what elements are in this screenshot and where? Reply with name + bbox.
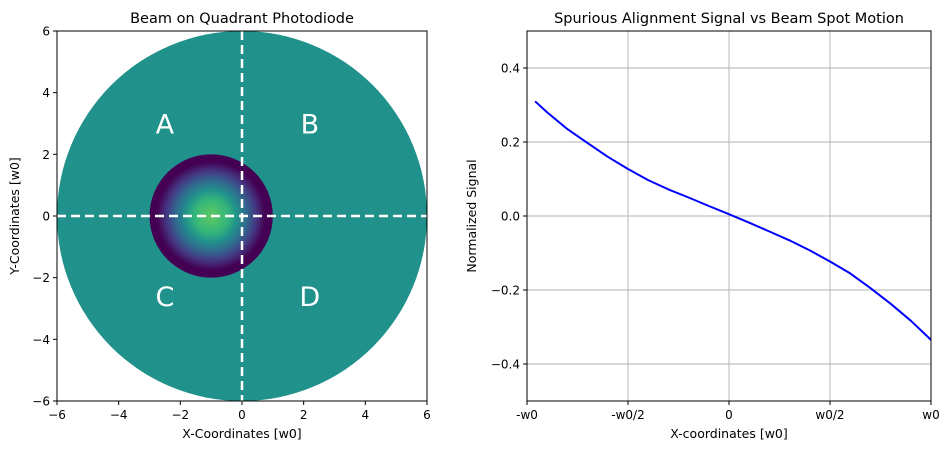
right-y-tick-label: 0.0 [501, 210, 520, 224]
left-x-axis-label: X-Coordinates [w0] [182, 426, 301, 441]
right-x-tick-label: w0 [922, 408, 939, 422]
quadrant-photodiode-plot: Beam on Quadrant Photodiode A B C D −6 −4… [7, 11, 431, 441]
left-x-tick-label: 4 [362, 408, 370, 422]
left-x-tick-label: −2 [171, 408, 189, 422]
left-chart-title: Beam on Quadrant Photodiode [130, 11, 354, 27]
right-x-tick-label: 0 [725, 408, 733, 422]
left-y-tick-label: −4 [32, 333, 50, 347]
right-y-axis-label: Normalized Signal [464, 159, 479, 272]
right-x-ticks: -w0 -w0/2 0 w0/2 w0 [516, 401, 940, 422]
alignment-signal-plot: Spurious Alignment Signal vs Beam Spot M… [464, 11, 940, 441]
left-y-axis-label: Y-Coordinates [w0] [7, 157, 22, 276]
left-y-tick-label: 0 [42, 210, 50, 224]
right-x-tick-label: -w0/2 [611, 408, 644, 422]
left-y-tick-label: 4 [42, 86, 50, 100]
quadrant-label-b: B [301, 110, 320, 141]
left-x-tick-label: 0 [238, 408, 246, 422]
right-y-tick-label: 0.2 [501, 136, 520, 150]
left-y-tick-label: −2 [32, 271, 50, 285]
right-y-tick-label: −0.2 [491, 284, 520, 298]
left-y-tick-label: 6 [42, 25, 50, 39]
left-x-tick-label: 2 [300, 408, 308, 422]
right-x-axis-label: X-coordinates [w0] [670, 426, 788, 441]
left-y-ticks: −6 −4 −2 0 2 4 6 [32, 25, 57, 409]
right-x-tick-label: -w0 [516, 408, 538, 422]
right-y-tick-label: −0.4 [491, 358, 520, 372]
signal-series-line [534, 100, 932, 341]
right-x-tick-label: w0/2 [815, 408, 844, 422]
right-y-tick-label: 0.4 [501, 62, 520, 76]
left-x-tick-label: −4 [110, 408, 128, 422]
right-grid [526, 31, 932, 401]
right-chart-title: Spurious Alignment Signal vs Beam Spot M… [554, 11, 904, 27]
quadrant-label-d: D [299, 282, 320, 313]
left-x-tick-label: −6 [48, 408, 66, 422]
quadrant-label-a: A [156, 110, 175, 141]
right-y-ticks: −0.4 −0.2 0.0 0.2 0.4 [491, 62, 527, 372]
left-x-ticks: −6 −4 −2 0 2 4 6 [48, 401, 431, 422]
left-y-tick-label: 2 [42, 148, 50, 162]
left-x-tick-label: 6 [423, 408, 431, 422]
quadrant-label-c: C [155, 282, 174, 313]
left-y-tick-label: −6 [32, 395, 50, 409]
